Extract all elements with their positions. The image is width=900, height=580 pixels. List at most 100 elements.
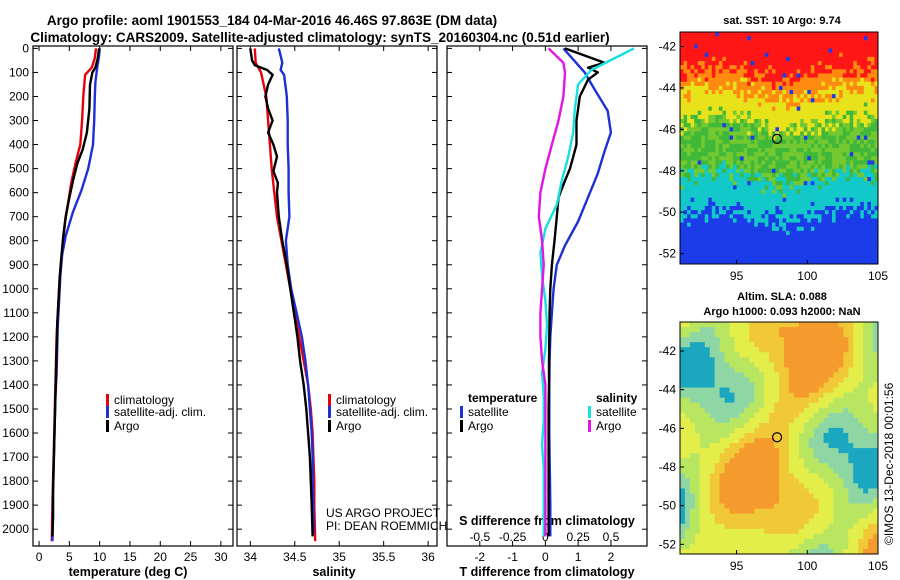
map-cell xyxy=(832,85,836,91)
map-cell xyxy=(874,177,879,182)
map-cell xyxy=(757,164,762,170)
map-cell xyxy=(684,352,691,358)
map-cell xyxy=(793,61,798,66)
map-cell xyxy=(786,226,791,232)
map-cell xyxy=(740,65,745,70)
map-cell xyxy=(725,197,730,203)
map-cell xyxy=(697,119,702,124)
map-cell xyxy=(711,65,716,70)
map-cell xyxy=(832,193,836,199)
map-cell xyxy=(817,73,822,78)
map-cell xyxy=(774,478,780,484)
map-cell xyxy=(714,382,720,388)
map-cell xyxy=(838,438,844,444)
map-cell xyxy=(824,65,829,70)
map-cell xyxy=(701,172,706,178)
map-cell xyxy=(747,164,752,170)
map-cell xyxy=(694,56,699,62)
map-cell xyxy=(874,135,879,141)
map-cell xyxy=(711,243,716,248)
map-cell xyxy=(858,377,864,383)
map-cell xyxy=(747,65,752,70)
map-cell xyxy=(680,230,684,236)
map-cell xyxy=(759,417,765,424)
map-cell xyxy=(814,119,819,124)
map-cell xyxy=(853,143,858,149)
map-cell xyxy=(754,483,760,489)
map-cell xyxy=(694,206,699,211)
map-cell xyxy=(788,488,795,494)
map-cell xyxy=(863,168,868,174)
map-cell xyxy=(856,56,861,62)
map-cell xyxy=(771,259,776,265)
map-cell xyxy=(832,185,836,190)
map-cell xyxy=(754,210,759,215)
map-cell xyxy=(846,193,851,199)
map-cell xyxy=(771,235,776,240)
map-cell xyxy=(736,77,741,83)
map-cell xyxy=(715,164,720,170)
map-cell xyxy=(715,36,720,41)
map-cell xyxy=(842,56,847,62)
map-cell xyxy=(754,382,760,388)
map-cell xyxy=(683,189,688,194)
map-cell xyxy=(867,90,872,95)
map-cell xyxy=(722,197,727,203)
map-cell xyxy=(684,332,691,338)
map-cell xyxy=(874,81,879,87)
map-cell xyxy=(874,85,879,91)
map-cell xyxy=(814,114,819,120)
map-cell xyxy=(860,164,865,170)
map-cell xyxy=(814,230,819,236)
map-cell xyxy=(754,32,759,37)
map-cell xyxy=(708,193,713,199)
map-cell xyxy=(853,332,859,338)
map-cell xyxy=(775,127,780,132)
map-cell xyxy=(842,230,847,236)
map-cell xyxy=(736,218,741,223)
map-cell xyxy=(842,160,847,165)
map-cell xyxy=(803,123,808,128)
sla-map-panel: Altim. SLA: 0.088 Argo h1000: 0.093 h200… xyxy=(659,291,889,573)
map-cell xyxy=(793,352,800,358)
map-cell xyxy=(754,185,759,190)
map-cell xyxy=(779,357,785,363)
map-cell xyxy=(680,52,684,58)
map-cell xyxy=(701,259,706,265)
map-cell xyxy=(818,503,824,510)
map-cell xyxy=(846,56,851,62)
map-cell xyxy=(835,247,840,252)
map-cell xyxy=(736,106,741,112)
map-cell xyxy=(833,412,839,419)
map-cell xyxy=(684,513,691,520)
map-cell xyxy=(858,478,864,484)
map-cell xyxy=(849,135,854,141)
map-cell xyxy=(779,255,783,261)
map-cell xyxy=(697,214,702,219)
map-cell xyxy=(749,513,755,520)
map-cell xyxy=(683,201,688,207)
map-cell xyxy=(853,347,859,353)
legend-swatch-climatology xyxy=(106,394,109,406)
map-cell xyxy=(743,230,748,236)
map-cell xyxy=(848,443,854,449)
map-cell xyxy=(699,458,706,464)
map-cell xyxy=(711,172,716,178)
map-cell xyxy=(740,239,745,244)
map-cell xyxy=(729,498,735,504)
map-cell xyxy=(803,56,808,62)
map-cell xyxy=(874,110,879,116)
map-cell xyxy=(810,214,815,219)
map-cell xyxy=(839,114,844,120)
map-cell xyxy=(733,110,737,116)
map-cell xyxy=(818,327,824,333)
map-cell xyxy=(729,458,735,464)
map-cell xyxy=(863,197,868,203)
map-cell xyxy=(824,181,829,186)
map-cell xyxy=(718,255,723,261)
map-cell xyxy=(803,362,810,368)
map-cell xyxy=(856,127,861,132)
map-cell xyxy=(803,458,810,464)
map-cell xyxy=(739,347,745,353)
map-cell xyxy=(704,119,709,124)
